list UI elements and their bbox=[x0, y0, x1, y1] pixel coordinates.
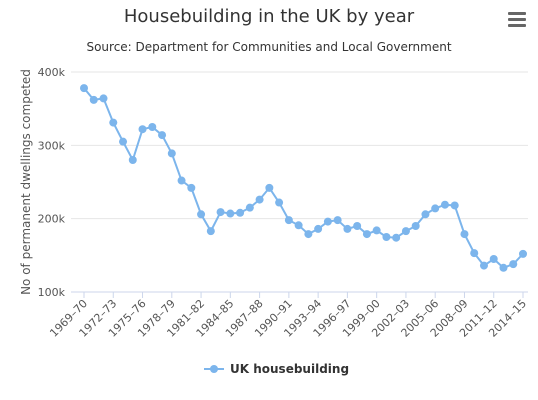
data-point[interactable] bbox=[401, 227, 410, 236]
data-point[interactable] bbox=[314, 224, 323, 233]
data-point[interactable] bbox=[236, 208, 245, 217]
data-point[interactable] bbox=[99, 94, 108, 103]
data-point[interactable] bbox=[245, 203, 254, 212]
chart-subtitle: Source: Department for Communities and L… bbox=[86, 40, 452, 54]
data-point[interactable] bbox=[177, 176, 186, 185]
y-axis-ticks: 100k 200k 300k 400k bbox=[38, 66, 66, 299]
chart-title: Housebuilding in the UK by year bbox=[123, 6, 415, 27]
y-tick-label: 200k bbox=[38, 213, 66, 226]
data-point[interactable] bbox=[421, 210, 430, 219]
x-axis: 1969–701972–731975–761978–791981–821984–… bbox=[47, 291, 529, 340]
data-point[interactable] bbox=[167, 149, 176, 158]
data-point[interactable] bbox=[128, 156, 137, 164]
data-point[interactable] bbox=[460, 230, 469, 239]
data-point[interactable] bbox=[89, 95, 98, 104]
grid-lines bbox=[71, 71, 528, 293]
data-point[interactable] bbox=[479, 261, 488, 270]
data-point[interactable] bbox=[119, 137, 128, 146]
y-axis-label: No of permanent dwellings competed bbox=[19, 69, 33, 295]
data-point[interactable] bbox=[333, 216, 342, 225]
hamburger-menu-icon[interactable] bbox=[508, 12, 526, 28]
data-point[interactable] bbox=[80, 84, 88, 93]
data-point[interactable] bbox=[323, 217, 332, 226]
data-point[interactable] bbox=[362, 230, 371, 239]
data-point[interactable] bbox=[197, 210, 206, 219]
data-point[interactable] bbox=[294, 221, 303, 230]
data-point[interactable] bbox=[304, 230, 313, 239]
data-point[interactable] bbox=[206, 227, 215, 236]
data-point[interactable] bbox=[265, 183, 274, 192]
data-point[interactable] bbox=[372, 226, 381, 235]
data-point[interactable] bbox=[382, 233, 391, 241]
data-point[interactable] bbox=[431, 204, 440, 213]
legend-series-marker bbox=[210, 365, 218, 373]
data-point[interactable] bbox=[509, 260, 518, 269]
data-point[interactable] bbox=[392, 233, 401, 242]
y-tick-label: 300k bbox=[38, 139, 66, 152]
y-tick-label: 400k bbox=[38, 66, 66, 79]
data-point[interactable] bbox=[138, 125, 147, 134]
series-line bbox=[83, 87, 524, 269]
y-tick-label: 100k bbox=[38, 286, 66, 299]
data-point[interactable] bbox=[353, 222, 362, 230]
data-point[interactable] bbox=[411, 222, 420, 230]
data-point[interactable] bbox=[489, 255, 498, 263]
data-point[interactable] bbox=[226, 209, 235, 218]
series-uk-housebuilding bbox=[80, 84, 527, 272]
data-point[interactable] bbox=[470, 249, 479, 258]
data-point[interactable] bbox=[440, 200, 449, 209]
data-point[interactable] bbox=[499, 263, 508, 272]
data-point[interactable] bbox=[216, 208, 225, 217]
data-point[interactable] bbox=[187, 183, 196, 192]
data-point[interactable] bbox=[519, 249, 527, 258]
data-point[interactable] bbox=[284, 216, 293, 225]
data-point[interactable] bbox=[343, 224, 352, 233]
data-point[interactable] bbox=[109, 118, 118, 127]
legend[interactable]: UK housebuilding bbox=[204, 362, 349, 376]
data-point[interactable] bbox=[158, 131, 167, 140]
legend-series-label: UK housebuilding bbox=[230, 362, 349, 376]
data-point[interactable] bbox=[255, 195, 264, 204]
data-point[interactable] bbox=[275, 198, 284, 207]
data-point[interactable] bbox=[148, 123, 157, 131]
data-point[interactable] bbox=[450, 201, 459, 210]
